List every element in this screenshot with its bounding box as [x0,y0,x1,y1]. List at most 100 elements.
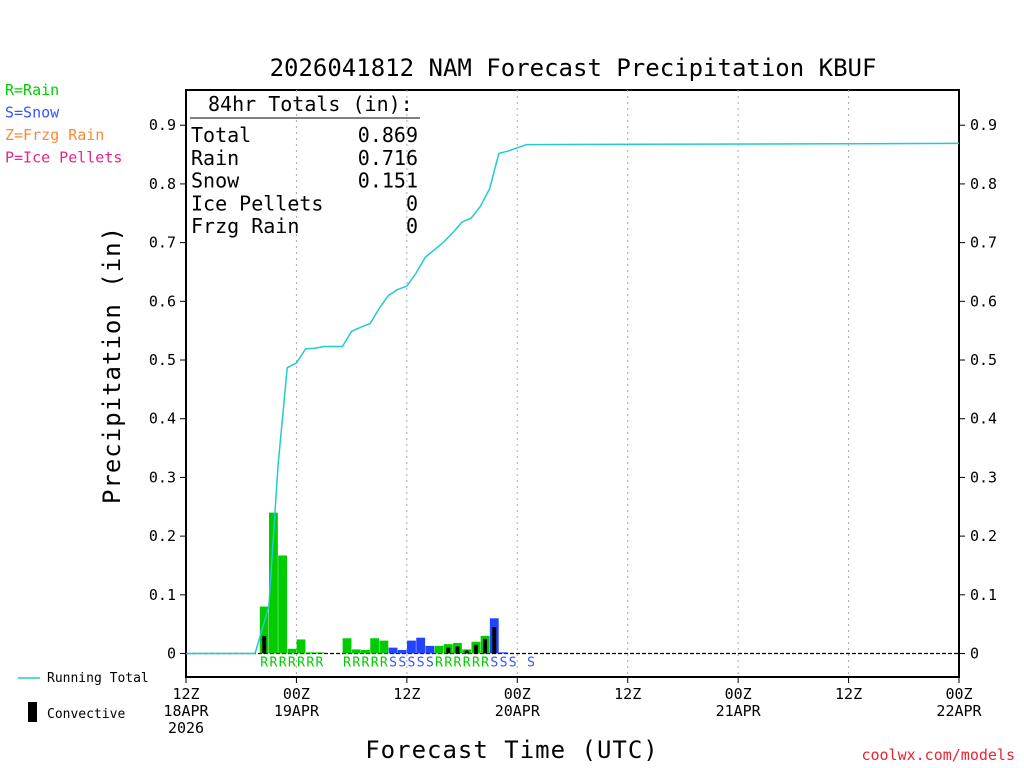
precip-bar [287,648,297,654]
x-tick-label: 12Z [393,685,420,703]
ptype-label: R [454,656,462,671]
ptype-label: R [306,656,314,671]
y-tick-label-right: 0.7 [970,234,997,252]
ptype-label: S [490,656,498,671]
ptype-label: R [270,656,278,671]
ptype-label: R [362,656,370,671]
x-tick-label: 12Z [614,685,641,703]
convective-bar [446,647,451,654]
ptype-label: S [527,656,535,671]
x-tick-label: 18APR [163,702,209,720]
precip-bar [397,649,407,654]
y-tick-label: 0.1 [149,586,176,604]
totals-row-value: 0.151 [358,169,418,193]
y-tick-label: 0.3 [149,468,176,486]
y-axis-label: Precipitation (in) [98,226,126,504]
totals-header: 84hr Totals (in): [208,92,413,116]
y-tick-label-right: 0 [970,645,979,663]
precip-bar [434,645,444,654]
running-total-legend-label: Running Total [47,671,149,686]
convective-bars [262,627,497,654]
x-tick-label: 21APR [716,702,762,720]
ptype-label: R [463,656,471,671]
ptype-label: R [481,656,489,671]
x-tick-label: 00Z [504,685,531,703]
y-tick-label: 0.6 [149,292,176,310]
convective-legend-swatch [28,702,37,722]
precip-bar [305,652,315,654]
y-tick-label: 0.5 [149,351,176,369]
running-total-line [186,142,960,655]
x-tick-label: 00Z [725,685,752,703]
y-tick-label: 0 [167,645,176,663]
precip-bar [351,649,361,654]
x-tick-label: 2026 [168,719,204,737]
ptype-label: R [371,656,379,671]
ptype-label: R [260,656,268,671]
x-tick-label: 19APR [274,702,320,720]
convective-bar [483,638,488,654]
precip-bar [342,638,352,654]
y-tick-label-right: 0.5 [970,351,997,369]
ptype-label: R [316,656,324,671]
ptype-legend-item: R=Rain [5,81,59,99]
precip-bar [370,638,380,654]
y-axis-ticks: 0 00.1 0.10.2 0.20.3 0.30.4 0.40.5 0.50.6 0.60.… [149,116,997,662]
ptype-label: R [380,656,388,671]
y-tick-label: 0.4 [149,410,176,428]
x-tick-label: 22APR [936,702,982,720]
x-tick-label: 12Z [172,685,199,703]
totals-row-value: 0 [406,214,418,238]
precip-bar [379,640,389,654]
precip-bar [259,606,269,654]
convective-bar [473,644,478,654]
y-tick-label: 0.7 [149,234,176,252]
y-tick-label-right: 0.2 [970,527,997,545]
totals-row-label: Frzg Rain [191,214,299,238]
totals-row-label: Total [191,123,251,147]
ptype-legend-item: S=Snow [5,104,60,122]
precip-bar [296,639,306,654]
ptype-label: R [288,656,296,671]
ptype-legend-item: P=Ice Pellets [5,149,122,167]
chart-title: 2026041812 NAM Forecast Precipitation KB… [270,54,877,82]
convective-bar [464,650,469,654]
y-tick-label: 0.2 [149,527,176,545]
ptype-label: R [435,656,443,671]
ptype-legend-item: Z=Frzg Rain [5,126,104,144]
ptype-label: S [509,656,517,671]
y-tick-label-right: 0.3 [970,468,997,486]
precip-bar [416,637,426,654]
y-tick-label: 0.8 [149,175,176,193]
precip-bar [315,652,324,654]
ptype-label: S [408,656,416,671]
totals-row-label: Ice Pellets [191,191,323,215]
x-tick-label: 20APR [495,702,541,720]
ptype-label: R [472,656,480,671]
ptype-label: R [297,656,305,671]
ptype-label: R [343,656,351,671]
ptype-label: S [426,656,434,671]
y-tick-label-right: 0.6 [970,292,997,310]
ptype-legend: R=Rain S=Snow Z=Frzg Rain P=Ice Pellets [5,81,122,167]
x-tick-label: 00Z [283,685,310,703]
plot-frame [185,89,960,678]
ptype-label: R [352,656,360,671]
credit-text: coolwx.com/models [861,746,1015,764]
x-tick-label: 00Z [945,685,972,703]
y-tick-label-right: 0.9 [970,116,997,134]
ptype-label: S [417,656,425,671]
precip-bar [278,555,288,654]
y-tick-label: 0.9 [149,116,176,134]
ptype-label: S [389,656,397,671]
ptype-label: R [279,656,287,671]
y-tick-label-right: 0.4 [970,410,997,428]
x-axis-label: Forecast Time (UTC) [365,736,659,764]
convective-legend-label: Convective [47,707,125,722]
vertical-grid [295,90,850,677]
totals-row-value: 0 [406,191,418,215]
totals-row-label: Rain [191,146,239,170]
